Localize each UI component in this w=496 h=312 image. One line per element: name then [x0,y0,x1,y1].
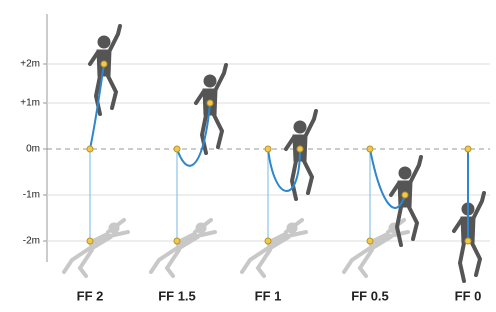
y-label: -1m [23,190,40,201]
column-label: FF 2 [77,288,104,303]
ghost-climber [242,220,306,276]
y-label: +2m [20,59,40,70]
rope [90,64,104,149]
anchor [367,146,373,152]
column-label: FF 0 [455,288,482,303]
climber-point [101,61,107,67]
column-label: FF 1.5 [158,288,196,303]
climber [286,111,316,199]
column-label: FF 1 [255,288,282,303]
climber-point [465,238,471,244]
ghost-climber [64,220,128,276]
climber-point [402,192,408,198]
head [204,75,216,87]
climber-point [207,100,213,106]
climber [196,65,226,153]
y-label: -2m [23,236,40,247]
column-label: FF 0.5 [351,288,389,303]
climber [90,26,120,114]
anchor [265,146,271,152]
head [399,167,411,179]
fall-point [174,238,180,244]
anchor [87,146,93,152]
head [98,36,110,48]
ghost-climber [151,220,215,276]
fall-factor-diagram: +2m +1m 0m -1m -2m FF 2 FF 1.5 FF 1 FF 0.5 FF 0 [0,0,496,312]
anchor [174,146,180,152]
fall-point [87,238,93,244]
fall-point [265,238,271,244]
climber-point [297,146,303,152]
y-label: +1m [20,98,40,109]
fall-point [367,238,373,244]
head [294,121,306,133]
anchor [465,146,471,152]
y-label: 0m [26,144,40,155]
